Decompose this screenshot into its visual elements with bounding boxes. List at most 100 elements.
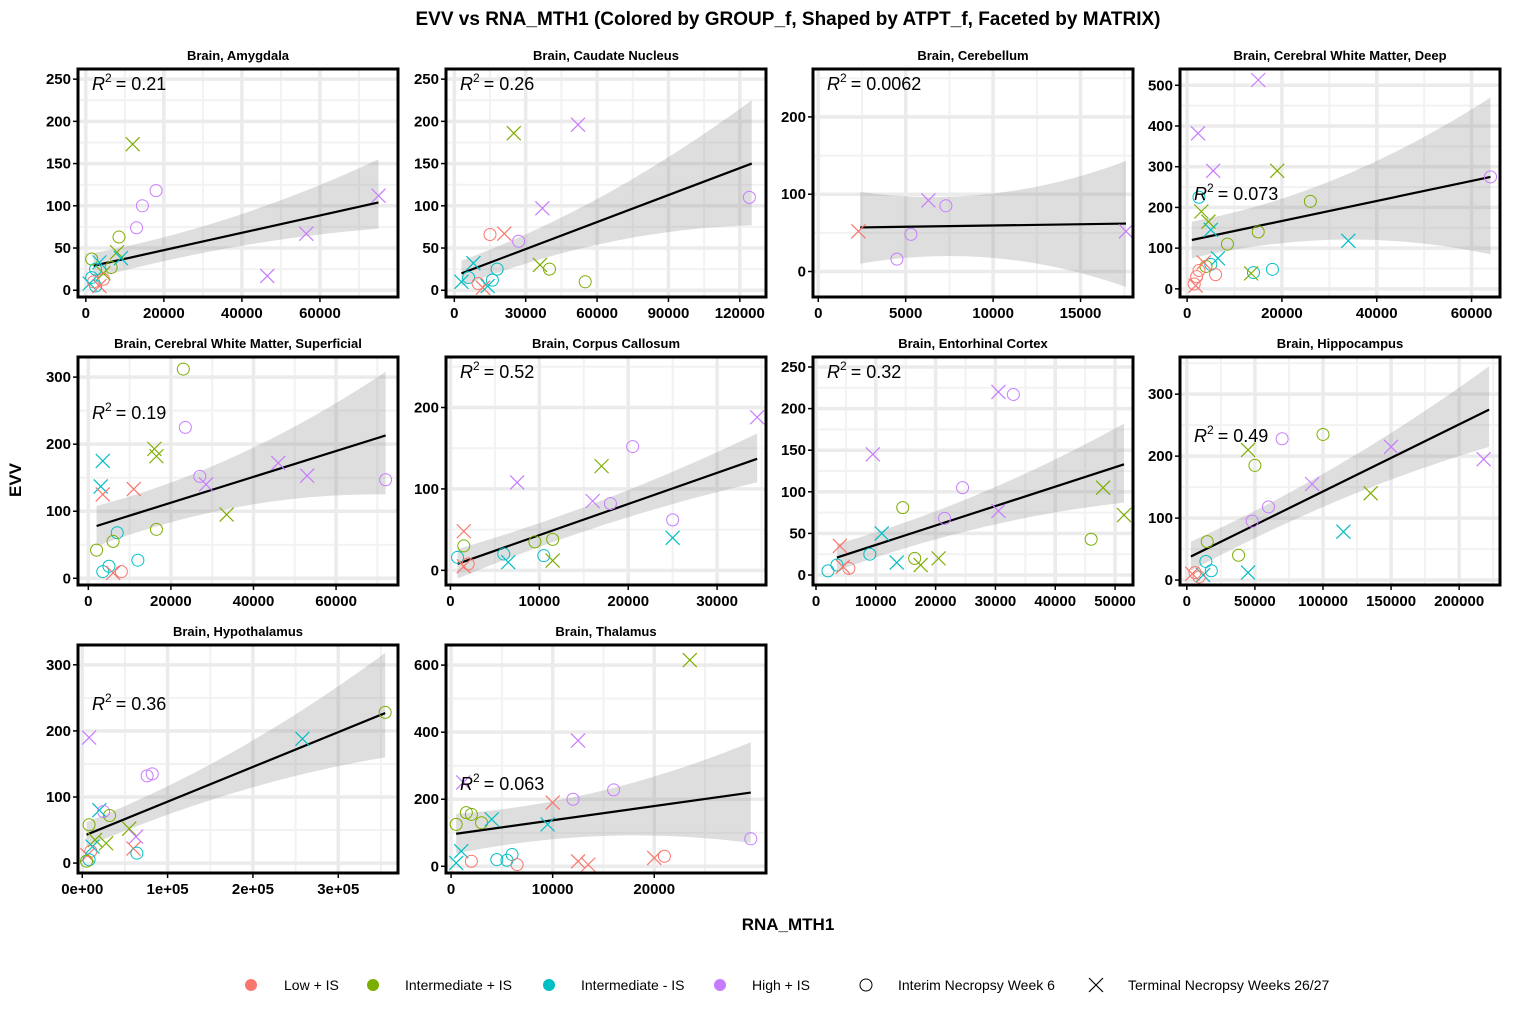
gridlines [813, 69, 1133, 297]
r-squared-label: R2 = 0.49 [1194, 423, 1268, 446]
panel-border [444, 67, 768, 299]
r-squared-label: R2 = 0.36 [92, 691, 166, 714]
x-tick-label: 150000 [1366, 593, 1416, 610]
y-tick-label: 50 [422, 240, 439, 257]
y-tick-label: 200 [1148, 199, 1173, 216]
data-point-cross [594, 458, 609, 474]
data-point-circle [176, 362, 190, 376]
data-point-circle [461, 557, 475, 571]
data-point-circle [1204, 564, 1218, 578]
r-squared-label: R2 = 0.19 [92, 400, 166, 423]
data-point-cross [874, 525, 890, 541]
legend-label-intermediate-plus-is: Intermediate + IS [405, 977, 512, 993]
facet-title: Brain, Hippocampus [1277, 336, 1403, 351]
data-point-circle [485, 273, 499, 287]
regression-line [1190, 408, 1490, 558]
data-point-circle [1084, 532, 1098, 546]
data-point-cross [92, 254, 107, 270]
fit-layer [456, 742, 751, 854]
x-tick-label: 0 [450, 305, 458, 322]
data-point-circle [1190, 270, 1204, 284]
confidence-band [96, 371, 386, 547]
r-squared-label: R2 = 0.0062 [827, 71, 921, 94]
panel-border [1178, 355, 1502, 587]
data-point-cross [682, 652, 698, 668]
legend-key-high-is [714, 979, 726, 991]
data-point-cross [1118, 223, 1133, 239]
data-point-cross [1188, 278, 1204, 294]
data-point-cross [570, 733, 586, 748]
points [821, 384, 1132, 578]
regression-line [93, 201, 379, 267]
data-point-cross [456, 523, 472, 539]
facet-title: Brain, Corpus Callosum [532, 336, 680, 351]
points [851, 192, 1133, 266]
data-point-cross [1476, 451, 1492, 467]
facet-panel: Brain, Hypothalamus R2 = 0.36 0e+00 1e+05 2e+… [46, 624, 400, 898]
fit-layer [461, 100, 753, 287]
y-tick-label: 200 [414, 399, 439, 416]
data-point-circle [956, 481, 970, 495]
x-tick-label: 200000 [1434, 593, 1484, 610]
data-point-circle [603, 497, 617, 511]
data-point-circle [471, 276, 485, 290]
x-axis-title: RNA_MTH1 [742, 915, 835, 934]
data-point-circle [112, 230, 126, 244]
data-point-cross [585, 493, 601, 509]
data-point-circle [178, 420, 192, 434]
points [1187, 72, 1498, 294]
y-tick-label: 0 [63, 282, 71, 299]
data-point-circle [462, 271, 476, 285]
data-point-circle [578, 275, 592, 289]
confidence-band [1190, 366, 1490, 571]
x-tick-label: 60000 [299, 305, 341, 322]
data-point-circle [1209, 268, 1223, 282]
data-point-circle [537, 549, 551, 563]
data-point-circle [96, 272, 110, 286]
data-point-circle [744, 832, 758, 846]
x-tick-label: 10000 [855, 593, 897, 610]
facet-panel: Brain, Amygdala R2 = 0.21 0 20000 40000 60000 0… [46, 48, 400, 322]
legend-item-intermediate-minus-is: Intermediate - IS [543, 977, 685, 993]
y-tick-label: 150 [781, 442, 806, 459]
data-point-circle [1484, 170, 1498, 184]
data-point-cross [540, 816, 556, 832]
regression-line [456, 791, 751, 835]
data-point-circle [1200, 535, 1214, 549]
data-point-cross [126, 481, 142, 497]
facet-title: Brain, Caudate Nucleus [533, 48, 679, 63]
data-point-cross [570, 853, 586, 869]
data-point-cross [835, 559, 851, 575]
data-point-circle [379, 473, 393, 487]
data-point-cross [219, 507, 235, 523]
facet-title: Brain, Entorhinal Cortex [898, 336, 1048, 351]
facet-panel: Brain, Cerebral White Matter, Deep R2 = 0.… [1148, 48, 1502, 322]
y-tick-label: 100 [414, 481, 439, 498]
data-point-cross [1240, 565, 1256, 581]
fit-layer [860, 160, 1127, 287]
data-point-circle [82, 818, 96, 832]
y-tick-label: 200 [781, 401, 806, 418]
data-point-cross [1250, 72, 1266, 88]
x-tick-label: 0 [82, 305, 90, 322]
x-tick-label: 0e+00 [61, 881, 103, 898]
y-tick-label: 250 [414, 71, 439, 88]
data-point-circle [904, 227, 918, 241]
x-tick-label: 0 [447, 881, 455, 898]
data-point-cross [105, 565, 121, 581]
x-tick-label: 60000 [315, 593, 357, 610]
data-point-circle [863, 547, 877, 561]
data-point-circle [103, 809, 117, 823]
legend-label-interim-necropsy: Interim Necropsy Week 6 [898, 977, 1055, 993]
x-tick-label: 0 [446, 593, 454, 610]
y-tick-label: 100 [781, 186, 806, 203]
data-point-cross [1205, 163, 1221, 179]
regression-line [1191, 175, 1491, 242]
data-point-cross [113, 250, 129, 266]
legend-item-high-is: High + IS [714, 977, 810, 993]
facet-panel: Brain, Thalamus R2 = 0.063 0 10000 20000 0 200 4… [414, 624, 768, 898]
data-point-circle [464, 807, 478, 821]
points [82, 136, 386, 294]
y-axis-title: EVV [6, 462, 25, 497]
data-point-circle [566, 792, 580, 806]
